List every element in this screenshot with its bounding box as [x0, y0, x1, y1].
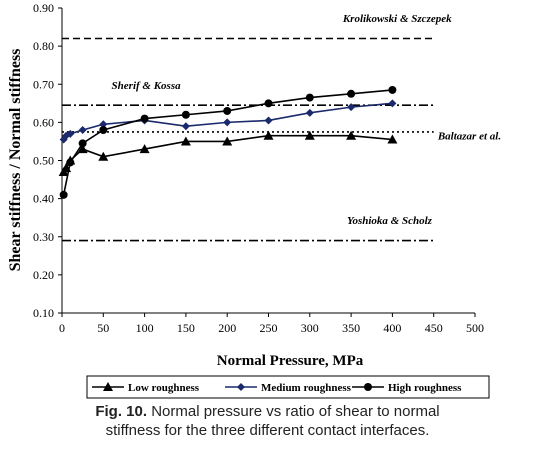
legend-box: [86, 375, 490, 399]
data-point: [99, 126, 108, 134]
legend-label: Medium roughness: [261, 382, 352, 394]
data-point: [223, 118, 232, 127]
data-point: [181, 110, 190, 119]
caption-line-2: stiffness for the three different contac…: [105, 422, 430, 439]
x-tick-label: 0: [59, 321, 65, 335]
y-tick-label: 0.20: [33, 268, 54, 282]
legend-item: High roughness: [352, 382, 462, 394]
figure-caption: Fig. 10. Normal pressure vs ratio of she…: [0, 402, 535, 440]
data-point: [180, 136, 191, 146]
data-point: [347, 103, 356, 112]
legend-item: Medium roughness: [225, 382, 352, 394]
legend: Low roughness Medium roughness High roughn…: [86, 375, 490, 399]
legend-marker: [237, 383, 245, 391]
x-tick-label: 450: [425, 321, 443, 335]
x-tick-label: 250: [260, 321, 278, 335]
x-axis-title: Normal Pressure, MPa: [217, 353, 364, 369]
figure-label: Fig. 10.: [95, 403, 148, 420]
series-medium-roughness: [59, 99, 397, 144]
legend-label: High roughness: [388, 382, 462, 394]
data-point: [66, 129, 75, 138]
data-point: [263, 130, 274, 140]
data-point: [387, 134, 398, 144]
data-point: [222, 136, 233, 146]
x-tick-label: 50: [97, 321, 109, 335]
y-tick-label: 0.80: [33, 39, 54, 53]
reference-line-label: Sherif & Kossa: [112, 80, 182, 92]
data-point: [139, 144, 150, 154]
data-point: [99, 120, 108, 129]
reference-line-label: Baltazar et al.: [437, 131, 501, 143]
data-point: [388, 99, 397, 108]
y-tick-label: 0.40: [33, 192, 54, 206]
x-tick-label: 200: [218, 321, 236, 335]
y-tick-label: 0.70: [33, 77, 54, 91]
data-point: [78, 139, 87, 148]
data-point: [264, 116, 273, 125]
data-point: [181, 122, 190, 131]
legend-label: Low roughness: [128, 382, 200, 394]
data-point: [78, 126, 87, 134]
data-point: [346, 130, 357, 140]
plot-area: [62, 8, 475, 313]
plot-background: [62, 8, 475, 313]
axes: 0.10 0.20 0.30 0.40 0.50 0.60 0.70 0.80 0.90 0 50 1…: [33, 1, 484, 335]
reference-line-label: Yoshioka & Scholz: [347, 215, 433, 227]
x-tick-label: 400: [383, 321, 401, 335]
x-tick-label: 100: [136, 321, 154, 335]
data-point: [305, 108, 314, 117]
y-axis-title: Shear stiffness / Normal stiffness: [7, 49, 24, 272]
legend-marker: [364, 383, 372, 391]
x-tick-label: 500: [466, 321, 484, 335]
data-point: [305, 93, 314, 102]
data-point: [98, 151, 109, 161]
series-layer: [58, 85, 398, 199]
legend-marker: [103, 382, 113, 391]
data-point: [77, 144, 88, 154]
caption-line-1: Normal pressure vs ratio of shear to nor…: [147, 403, 440, 420]
data-point: [388, 85, 397, 94]
data-point: [347, 89, 356, 98]
data-point: [140, 114, 149, 123]
y-tick-label: 0.90: [33, 1, 54, 15]
x-tick-label: 150: [177, 321, 195, 335]
y-tick-label: 0.10: [33, 306, 54, 320]
y-tick-label: 0.50: [33, 154, 54, 168]
y-tick-label: 0.60: [33, 115, 54, 129]
data-point: [223, 106, 232, 115]
legend-item: Low roughness: [92, 382, 200, 394]
series-high-roughness: [59, 85, 397, 199]
data-point: [59, 190, 68, 199]
data-point: [304, 130, 315, 140]
data-point: [66, 158, 75, 167]
data-point: [264, 99, 273, 108]
reference-line-label: Krolikowski & Szczepek: [342, 13, 452, 25]
y-tick-label: 0.30: [33, 230, 54, 244]
x-tick-label: 350: [342, 321, 360, 335]
x-tick-label: 300: [301, 321, 319, 335]
